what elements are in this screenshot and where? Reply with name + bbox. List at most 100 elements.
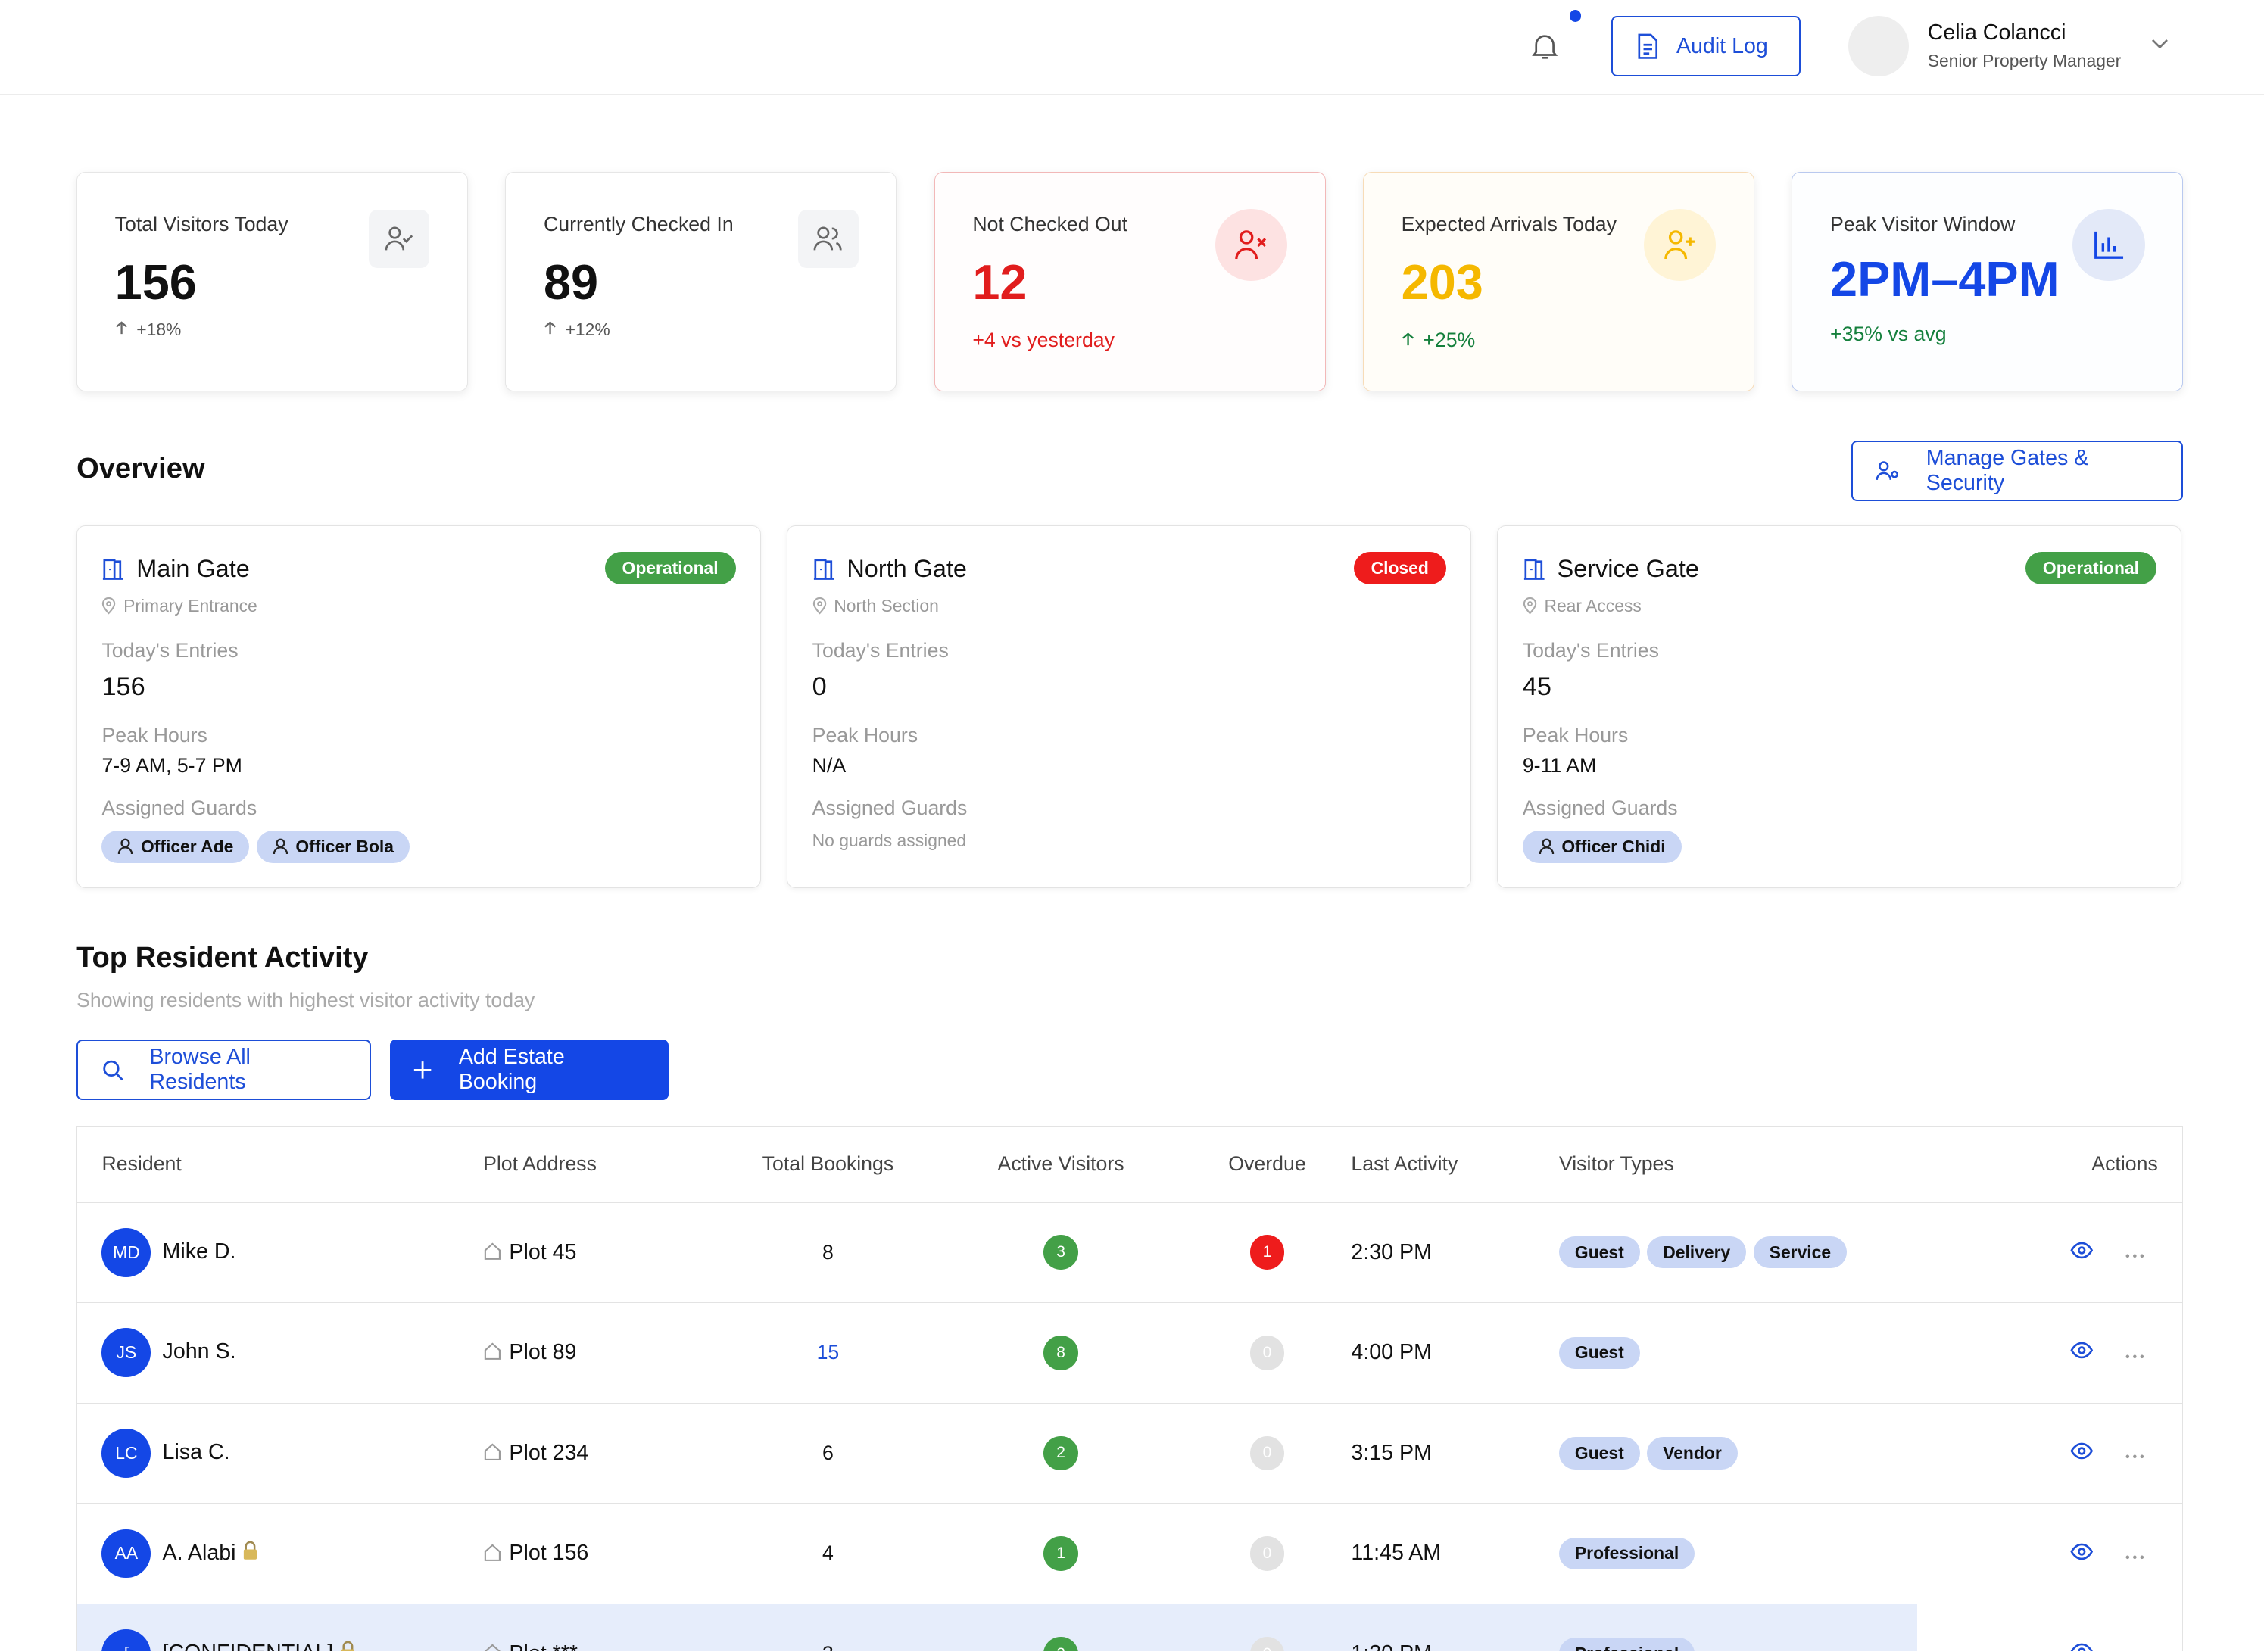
plot-cell: Plot 156 (482, 1503, 719, 1604)
browse-residents-button[interactable]: Browse All Residents (76, 1039, 372, 1101)
resident-row[interactable]: LC Lisa C. Plot 234 6 2 0 3:15 PM Guest Vendor (76, 1403, 2183, 1504)
more-button[interactable] (2125, 1642, 2145, 1651)
add-booking-label: Add Estate Booking (458, 1044, 565, 1094)
resident-avatar: JS (101, 1328, 151, 1378)
entries-label: Today's Entries (1522, 638, 1659, 662)
gate-status: Operational (2025, 552, 2156, 584)
resident-row[interactable]: AA A. Alabi Plot 156 4 1 0 11:45 AM Professiona… (76, 1503, 2183, 1604)
stat-change: +4 vs yesterday (972, 329, 1115, 352)
stat-card: Not Checked Out 12 +4 vs yesterday (934, 171, 1326, 391)
types-cell: Guest (1558, 1302, 1917, 1404)
resident-row[interactable]: JS John S. Plot 89 15 8 0 4:00 PM Guest (76, 1302, 2183, 1404)
column-header: Resident (76, 1126, 482, 1203)
location-text: Primary Entrance (123, 595, 257, 616)
gate-card: Main Gate Operational Primary Entrance Toda… (76, 525, 761, 888)
top-bar: Audit Log Celia Colancci Senior Property… (0, 0, 2264, 95)
overdue-badge: 0 (1249, 1536, 1285, 1571)
bell-icon[interactable] (1532, 32, 1558, 61)
guard-chip: Officer Chidi (1522, 831, 1682, 863)
active-badge: 2 (1043, 1435, 1078, 1471)
active-badge: 2 (1043, 1636, 1078, 1652)
gate-location: Primary Entrance (101, 596, 257, 616)
more-button[interactable] (2125, 1241, 2145, 1264)
activity-title: Top Resident Activity (76, 941, 369, 974)
chevron[interactable] (2151, 39, 2169, 50)
gate-name: North Gate (812, 555, 967, 583)
stat-label: Peak Visitor Window (1830, 213, 2016, 236)
guard-chip: Officer Bola (256, 831, 410, 863)
add-booking-button[interactable]: Add Estate Booking (389, 1039, 669, 1101)
manage-gates-button[interactable]: Manage Gates & Security (1851, 440, 2184, 501)
type-chips: Guest (1558, 1336, 1916, 1369)
peak-value: N/A (812, 754, 847, 778)
view-button[interactable] (2069, 1442, 2094, 1464)
actions-cell (1916, 1503, 2183, 1604)
resident-avatar: LC (101, 1429, 151, 1478)
stat-card: Total Visitors Today 156 +18% (76, 171, 468, 391)
stat-card: Currently Checked In 89 +12% (505, 171, 897, 391)
header-row: Resident Plot Address Total Bookings Active… (76, 1126, 2183, 1203)
manage-gates-label: Manage Gates & Security (1926, 445, 2089, 495)
gate-status: Operational (604, 552, 736, 584)
column-header: Active Visitors (937, 1126, 1185, 1203)
last-activity: 3:15 PM (1349, 1403, 1558, 1504)
table-body: MD Mike D. Plot 45 8 3 1 2:30 PM Guest Delivery S… (76, 1202, 2183, 1652)
stat-change-text: +35% vs avg (1830, 323, 1947, 346)
type-chips: Guest Delivery Service (1558, 1236, 1916, 1269)
active-badge: 3 (1043, 1235, 1078, 1270)
browse-label: Browse All Residents (149, 1044, 251, 1094)
stat-value: 203 (1401, 254, 1483, 310)
stat-label: Expected Arrivals Today (1401, 213, 1617, 236)
column-header: Plot Address (482, 1126, 719, 1203)
active-cell: 2 (937, 1403, 1185, 1504)
notification-dot (1569, 10, 1582, 22)
overview-title: Overview (76, 451, 205, 485)
activity-subtitle: Showing residents with highest visitor a… (76, 989, 535, 1012)
actions-cell (1916, 1202, 2183, 1304)
type-chip: Guest (1558, 1236, 1640, 1269)
gate-card: North Gate Closed North Section Today's Ent… (787, 525, 1472, 888)
type-chips: Professional (1558, 1638, 1916, 1652)
more-button[interactable] (2125, 1541, 2145, 1564)
overdue-cell: 0 (1184, 1604, 1350, 1652)
resident-name: Lisa C. (162, 1439, 230, 1464)
gate-name-text: Main Gate (136, 555, 250, 583)
guards-label: Assigned Guards (1522, 796, 1678, 819)
view-button[interactable] (2069, 1341, 2094, 1364)
column-header: Visitor Types (1558, 1126, 1917, 1203)
audit-log-button[interactable]: Audit Log (1611, 15, 1801, 77)
resident-row[interactable]: MD Mike D. Plot 45 8 3 1 2:30 PM Guest Delivery S… (76, 1202, 2183, 1304)
gate-location: Rear Access (1523, 596, 1642, 616)
types-cell: Professional (1558, 1604, 1917, 1652)
stat-icon (797, 210, 859, 268)
resident-cell: MD Mike D. (76, 1202, 482, 1304)
view-button[interactable] (2069, 1241, 2094, 1264)
active-cell: 3 (937, 1202, 1185, 1304)
resident-name: [CONFIDENTIAL] (163, 1641, 334, 1651)
view-button[interactable] (2069, 1642, 2094, 1652)
more-button[interactable] (2125, 1341, 2145, 1364)
overdue-cell: 0 (1184, 1503, 1350, 1604)
gate-name-text: North Gate (847, 555, 967, 583)
plot-address: Plot 45 (509, 1239, 577, 1264)
active-cell: 2 (937, 1604, 1185, 1652)
column-header: Overdue (1184, 1126, 1350, 1203)
plot-cell: Plot *** (482, 1604, 719, 1652)
resident-row[interactable]: [[CONFIDENTIAL] Plot *** 3 2 0 1:20 PMProfess… (76, 1604, 2183, 1652)
stat-change: +25% (1402, 329, 1475, 352)
audit-log-label: Audit Log (1676, 33, 1768, 58)
stat-icon (2072, 208, 2145, 281)
type-chip: Guest (1558, 1336, 1640, 1369)
table-head: Resident Plot Address Total Bookings Active… (76, 1126, 2183, 1203)
more-button[interactable] (2125, 1442, 2145, 1464)
stat-value: 12 (972, 254, 1028, 310)
stat-change: +35% vs avg (1830, 323, 1947, 346)
gate-status: Closed (1353, 552, 1446, 584)
stat-card: Peak Visitor Window 2PM–4PM +35% vs avg (1792, 171, 2184, 391)
stat-change: +18% (115, 319, 181, 340)
avatar[interactable] (1848, 15, 1909, 77)
guard-chips: Officer Chidi (1522, 831, 1682, 863)
peak-label: Peak Hours (101, 724, 207, 747)
view-button[interactable] (2069, 1541, 2094, 1564)
